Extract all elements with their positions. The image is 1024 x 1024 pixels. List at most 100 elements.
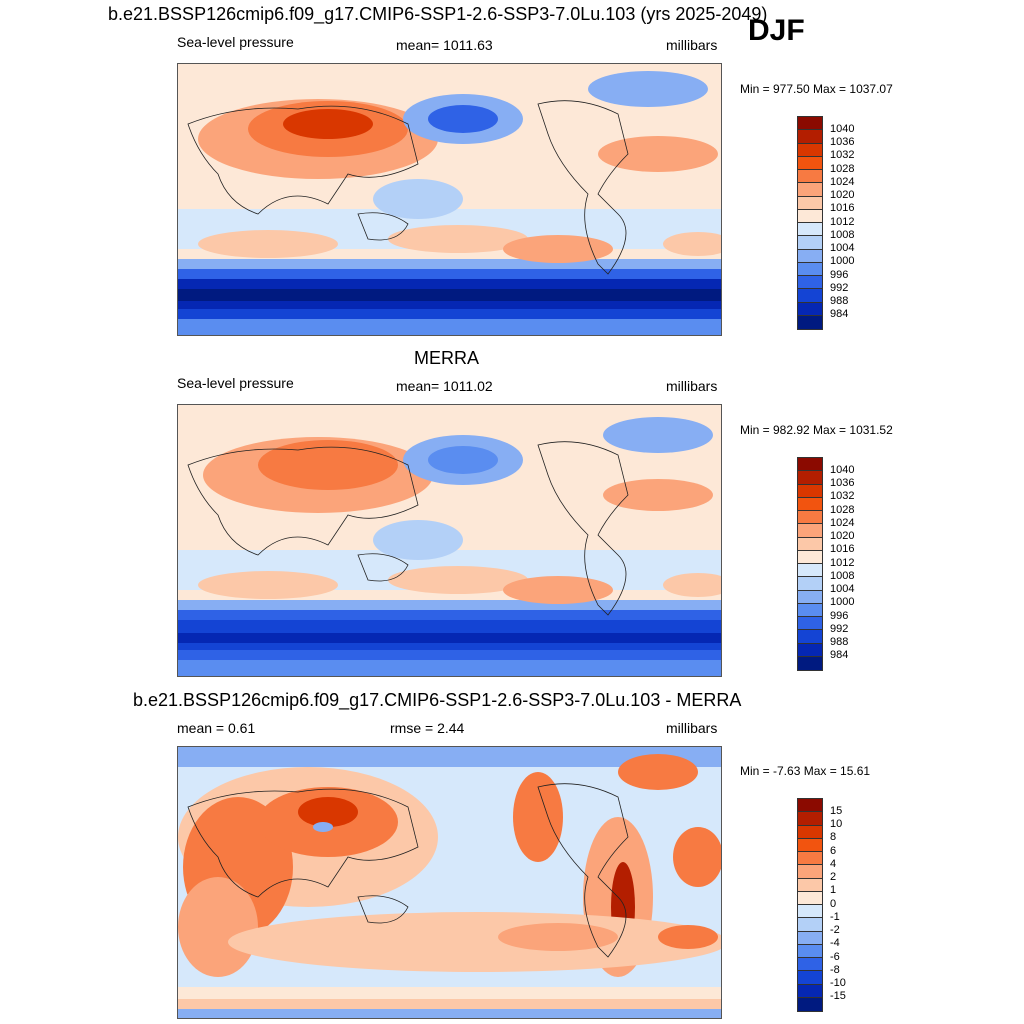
colorbar-tick-label: 1040 — [830, 123, 855, 135]
colorbar-swatch — [798, 825, 822, 839]
colorbar-tick-label: 1028 — [830, 504, 855, 516]
colorbar-swatch — [798, 484, 822, 498]
colorbar-tick-label: -2 — [830, 924, 840, 936]
panel2-title: MERRA — [414, 348, 480, 368]
colorbar-tick-label: 1012 — [830, 557, 855, 569]
panel1-units: millibars — [666, 37, 718, 53]
colorbar-swatch — [798, 183, 822, 197]
colorbar-swatch — [798, 944, 822, 958]
colorbar-swatch — [798, 852, 822, 866]
colorbar-tick-label: -1 — [830, 911, 840, 923]
colorbar-tick-label: 15 — [830, 805, 843, 817]
colorbar-tick-label: 8 — [830, 831, 837, 843]
colorbar-swatch — [798, 223, 822, 237]
colorbar-swatch — [798, 997, 822, 1011]
colorbar-tick-label: 1012 — [830, 216, 855, 228]
colorbar-swatch — [798, 471, 822, 485]
colorbar-swatch — [798, 958, 822, 972]
colorbar-tick-label: 1040 — [830, 464, 855, 476]
colorbar-swatch — [798, 130, 822, 144]
colorbar-tick-label: 984 — [830, 308, 849, 320]
colorbar-swatch — [798, 891, 822, 905]
colorbar-tick-label: -6 — [830, 951, 840, 963]
colorbar-tick-label: 1032 — [830, 149, 855, 161]
colorbar-swatch — [798, 564, 822, 578]
colorbar-swatch — [798, 984, 822, 998]
colorbar-tick-label: 2 — [830, 871, 837, 883]
colorbar-swatch — [798, 550, 822, 564]
colorbar-swatch — [798, 905, 822, 919]
season-label: DJF — [748, 14, 805, 47]
colorbar-tick-label: 988 — [830, 295, 849, 307]
colorbar-swatch — [798, 537, 822, 551]
colorbar-tick-label: 1004 — [830, 242, 855, 254]
colorbar-tick-label: -10 — [830, 977, 846, 989]
colorbar-swatch — [798, 931, 822, 945]
colorbar-swatch — [798, 289, 822, 303]
colorbar-tick-label: 1008 — [830, 570, 855, 582]
panel3-units: millibars — [666, 720, 718, 736]
colorbar-tick-label: -4 — [830, 937, 840, 949]
colorbar-tick-label: 1008 — [830, 229, 855, 241]
panel2-mean: mean= 1011.02 — [396, 378, 493, 394]
panel3-minmax: Min = -7.63 Max = 15.61 — [740, 764, 871, 778]
colorbar-swatch — [798, 117, 822, 131]
colorbar-tick-label: 0 — [830, 898, 837, 910]
colorbar-swatch — [798, 196, 822, 210]
colorbar-swatch — [798, 315, 822, 329]
colorbar-swatch — [798, 143, 822, 157]
colorbar-tick-label: 1020 — [830, 530, 855, 542]
colorbar-swatch — [798, 918, 822, 932]
panel2-colorbar — [797, 457, 823, 671]
panel1-map — [177, 63, 722, 336]
colorbar-tick-label: 1000 — [830, 255, 855, 267]
panel3-mean: mean = 0.61 — [177, 720, 256, 736]
colorbar-tick-label: -8 — [830, 964, 840, 976]
colorbar-tick-label: 1004 — [830, 583, 855, 595]
colorbar-swatch — [798, 838, 822, 852]
colorbar-swatch — [798, 524, 822, 538]
colorbar-swatch — [798, 590, 822, 604]
colorbar-swatch — [798, 617, 822, 631]
colorbar-tick-label: 996 — [830, 269, 849, 281]
colorbar-swatch — [798, 262, 822, 276]
colorbar-swatch — [798, 249, 822, 263]
colorbar-tick-label: 988 — [830, 636, 849, 648]
colorbar-tick-label: 1032 — [830, 490, 855, 502]
colorbar-swatch — [798, 511, 822, 525]
colorbar-tick-label: 1028 — [830, 163, 855, 175]
colorbar-tick-label: 1024 — [830, 176, 855, 188]
colorbar-swatch — [798, 497, 822, 511]
colorbar-tick-label: 6 — [830, 845, 837, 857]
colorbar-tick-label: 992 — [830, 282, 849, 294]
colorbar-swatch — [798, 276, 822, 290]
colorbar-tick-label: 1016 — [830, 202, 855, 214]
colorbar-swatch — [798, 209, 822, 223]
panel3-map — [177, 746, 722, 1019]
colorbar-tick-label: -15 — [830, 990, 846, 1002]
colorbar-tick-label: 1016 — [830, 543, 855, 555]
colorbar-swatch — [798, 971, 822, 985]
colorbar-tick-label: 1036 — [830, 477, 855, 489]
panel1-variable: Sea-level pressure — [177, 34, 294, 50]
panel2-variable: Sea-level pressure — [177, 375, 294, 391]
colorbar-swatch — [798, 302, 822, 316]
colorbar-swatch — [798, 156, 822, 170]
colorbar-swatch — [798, 799, 822, 813]
colorbar-tick-label: 984 — [830, 649, 849, 661]
colorbar-swatch — [798, 656, 822, 670]
colorbar-tick-label: 996 — [830, 610, 849, 622]
colorbar-tick-label: 4 — [830, 858, 837, 870]
colorbar-tick-label: 1 — [830, 884, 837, 896]
colorbar-swatch — [798, 603, 822, 617]
panel1-colorbar — [797, 116, 823, 330]
colorbar-swatch — [798, 458, 822, 472]
panel2-units: millibars — [666, 378, 718, 394]
colorbar-tick-label: 1000 — [830, 596, 855, 608]
colorbar-swatch — [798, 577, 822, 591]
panel2-minmax: Min = 982.92 Max = 1031.52 — [740, 423, 893, 437]
panel1-mean: mean= 1011.63 — [396, 37, 493, 53]
panel2-map — [177, 404, 722, 677]
colorbar-swatch — [798, 236, 822, 250]
colorbar-tick-label: 1024 — [830, 517, 855, 529]
